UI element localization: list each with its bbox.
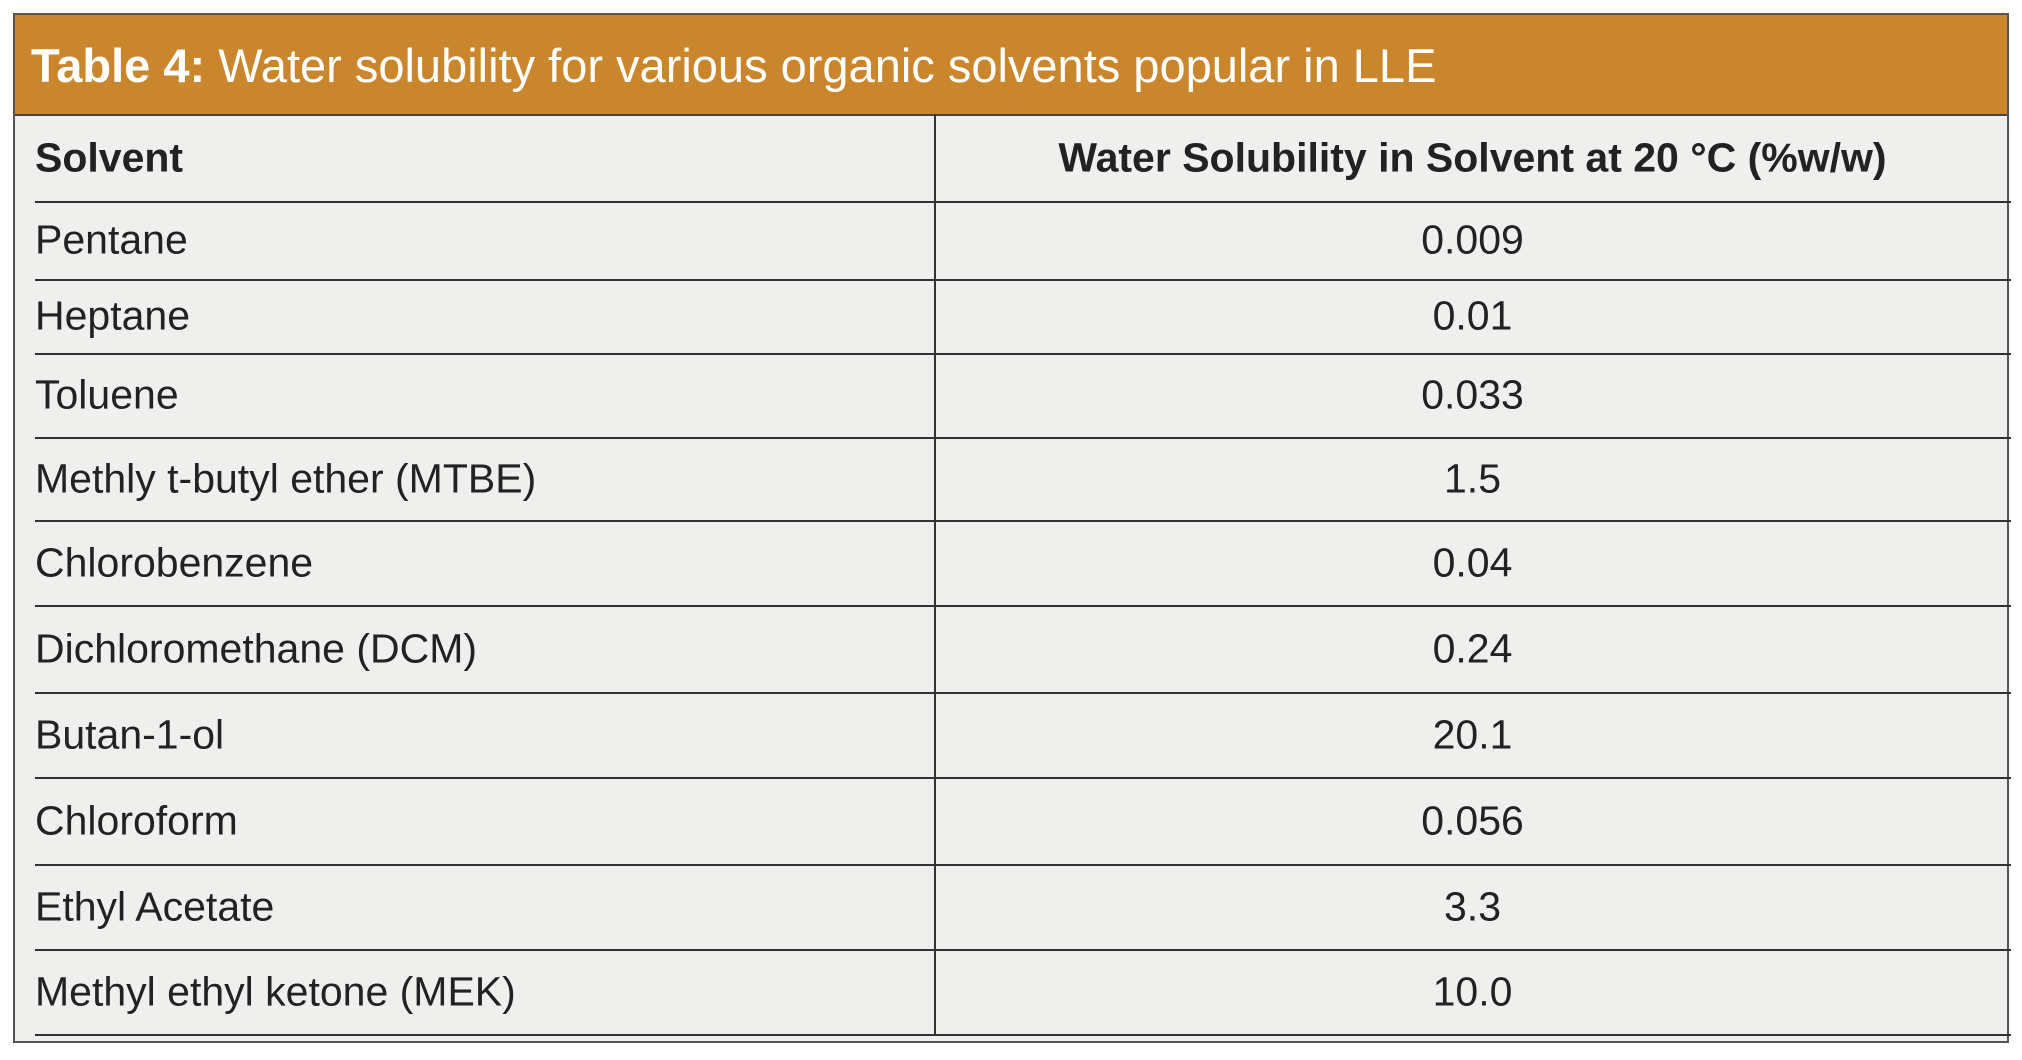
value-cell: 0.033 — [1421, 371, 1524, 418]
value-cell: 0.009 — [1421, 216, 1524, 263]
value-cell: 10.0 — [1432, 968, 1513, 1014]
row-line — [35, 692, 2011, 694]
value-cell: 20.1 — [1432, 711, 1513, 757]
table-label: Table 4: — [31, 39, 206, 92]
row-line — [35, 605, 2011, 607]
row-line — [35, 864, 2011, 866]
header-cell: Solvent — [35, 134, 184, 180]
row-line — [35, 201, 2011, 203]
solvent-cell: Pentane — [35, 216, 188, 263]
value-cell: 0.24 — [1432, 625, 1513, 671]
solvent-cell: Methyl ethyl ketone (MEK) — [35, 968, 516, 1014]
solvent-cell: Toluene — [35, 371, 179, 418]
row-line — [35, 777, 2011, 779]
row-line — [35, 353, 2011, 355]
row-line — [35, 1034, 2011, 1036]
row-line — [35, 520, 2011, 522]
solvent-cell: Ethyl Acetate — [35, 883, 275, 929]
table-panel: Table 4: Water solubility for various or… — [13, 13, 2011, 1043]
value-cell: 1.5 — [1444, 455, 1501, 501]
solvent-cell: Dichloromethane (DCM) — [35, 625, 478, 671]
row-line — [35, 437, 2011, 439]
table-title: Water solubility for various organic sol… — [218, 39, 1437, 92]
solvent-cell: Heptane — [35, 292, 191, 339]
column-line — [934, 114, 936, 1034]
value-cell: 0.056 — [1421, 797, 1524, 843]
value-cell: 0.04 — [1432, 539, 1513, 585]
solvent-cell: Chlorobenzene — [35, 539, 314, 585]
row-line — [35, 949, 2011, 951]
solvent-cell: Chloroform — [35, 797, 238, 843]
title-bar: Table 4: Water solubility for various or… — [15, 15, 2007, 116]
solvent-cell: Methly t-butyl ether (MTBE) — [35, 455, 537, 501]
row-line — [35, 279, 2011, 281]
header-cell: Water Solubility in Solvent at 20 °C (%w… — [1058, 134, 1887, 180]
value-cell: 3.3 — [1444, 883, 1501, 929]
solvent-cell: Butan-1-ol — [35, 711, 225, 757]
value-cell: 0.01 — [1432, 292, 1513, 339]
